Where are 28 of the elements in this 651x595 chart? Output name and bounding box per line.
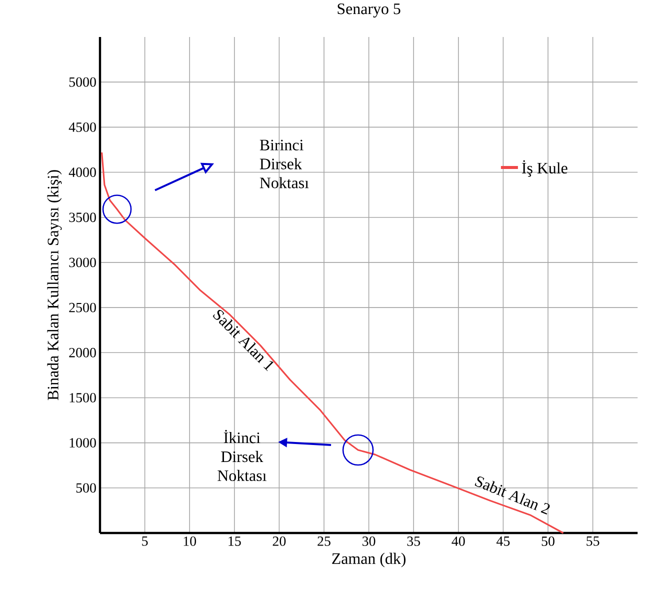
x-tick-label: 20: [272, 536, 286, 546]
x-axis-title: Zaman (dk): [332, 552, 406, 568]
legend-label: İş Kule: [522, 160, 568, 177]
x-tick-label: 30: [362, 536, 376, 546]
y-tick-label: 2500: [69, 302, 96, 312]
x-tick-label: 10: [184, 536, 196, 546]
y-tick-label: 1500: [70, 393, 96, 402]
y-tick-label: 3000: [69, 258, 96, 268]
x-tick-label: 50: [542, 536, 554, 546]
x-tick-label: 15: [228, 536, 241, 546]
x-tick-label: 40: [452, 536, 465, 546]
y-tick-label: 4500: [68, 122, 96, 132]
annotation: Sabit Alan 2: [474, 476, 550, 515]
x-tick-label: 55: [586, 536, 600, 546]
x-tick-label: 35: [407, 536, 420, 546]
x-tick-label: 5: [142, 536, 148, 546]
x-tick-label: 25: [318, 536, 330, 546]
y-tick-label: 1000: [70, 438, 96, 448]
y-axis-title: Binada Kalan Kullanıcı Sayısı (kişi): [47, 170, 62, 400]
y-tick-label: 2000: [69, 348, 96, 358]
y-tick-label: 3500: [69, 212, 96, 222]
chart-title: Senaryo 5: [338, 4, 400, 18]
x-tick-label: 45: [496, 536, 510, 546]
y-tick-label: 500: [76, 483, 96, 493]
y-tick-label: 4000: [68, 168, 96, 177]
annotation: Birinci Dirsek Noktası: [260, 140, 309, 188]
y-tick-label: 5000: [69, 77, 96, 87]
annotation: İkinci Dirsek Noktası: [218, 430, 266, 482]
